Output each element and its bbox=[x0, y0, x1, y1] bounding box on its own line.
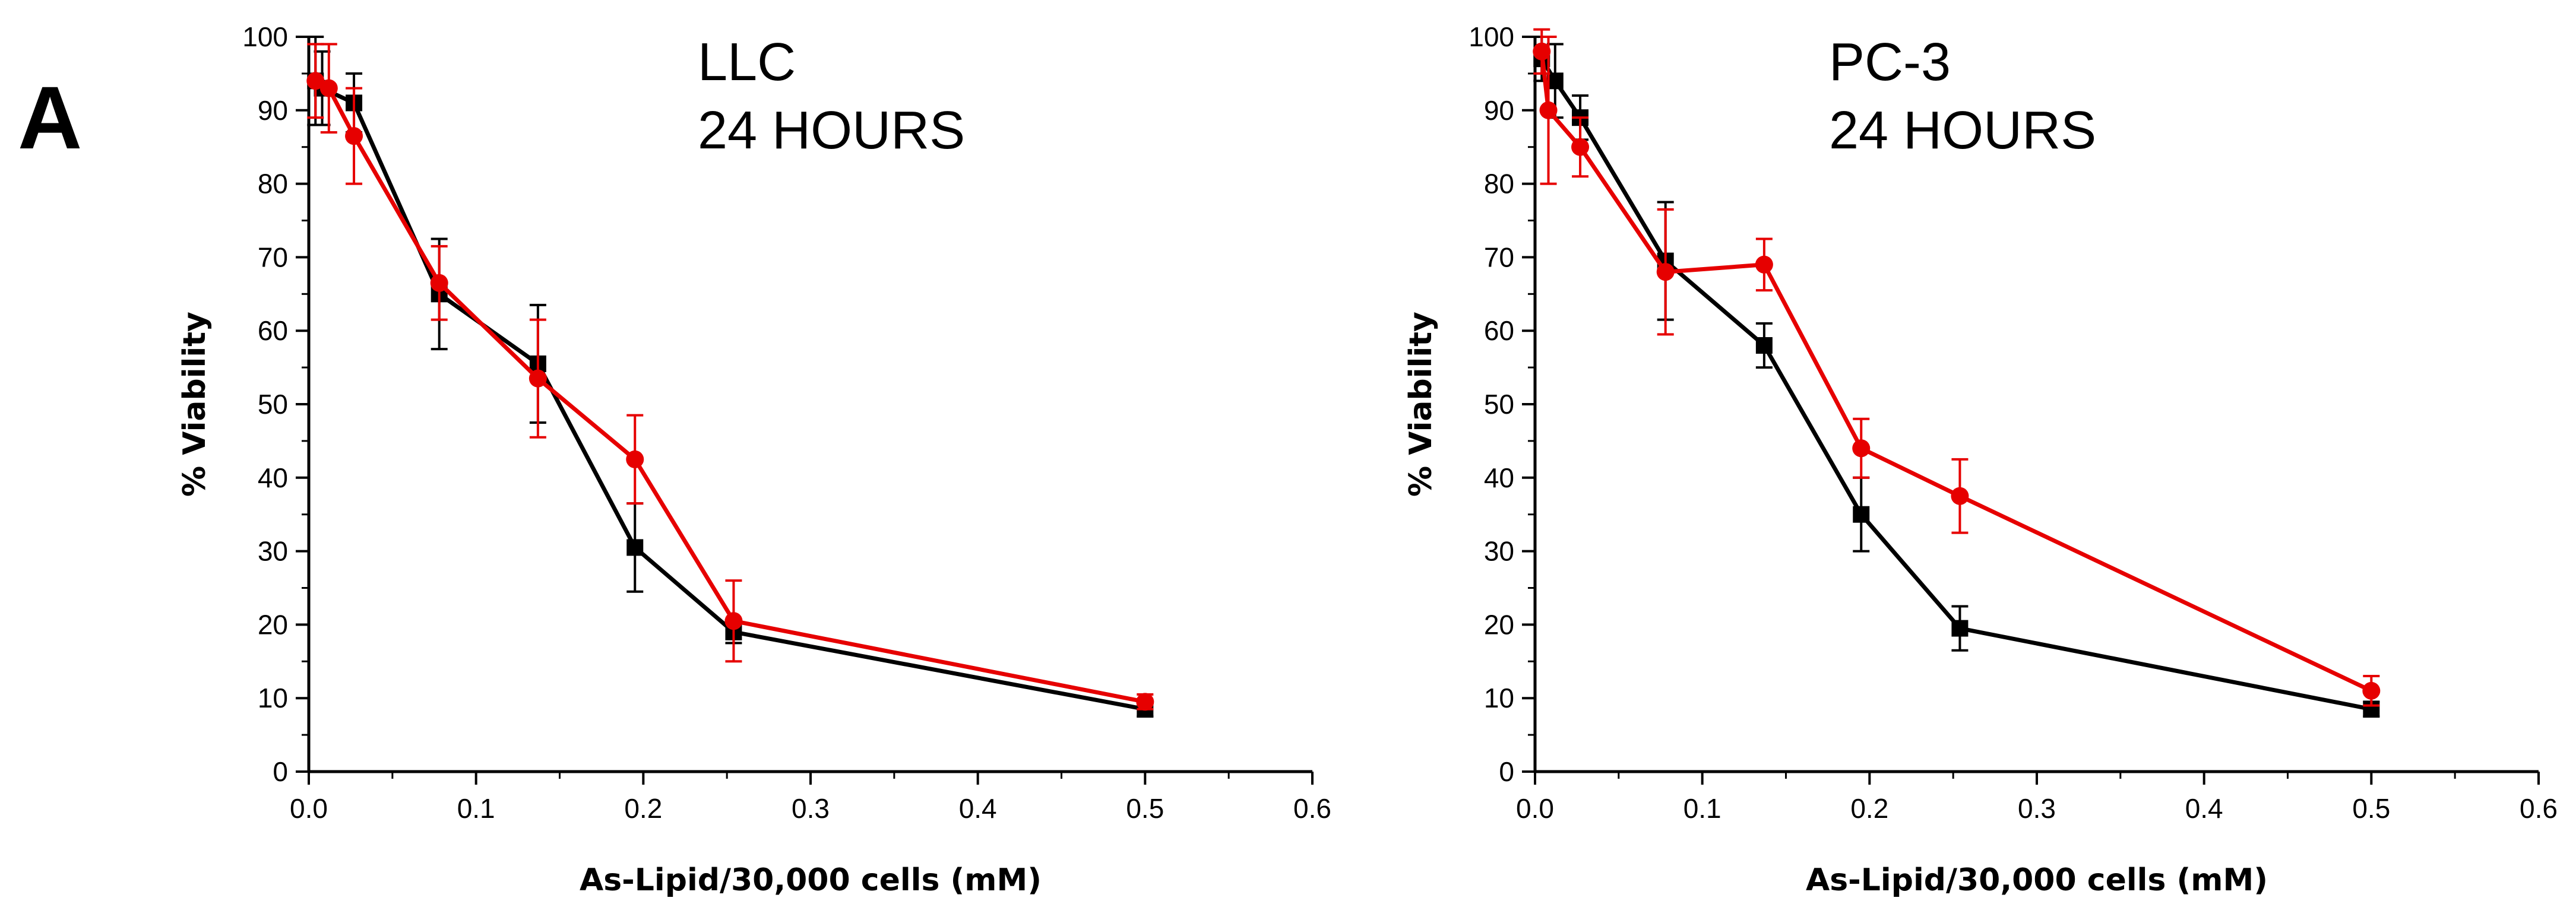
chart-llc: 0 10 20 30 40 50 60 70 80 90 100 0.0 0.1 0.2 0.3 0.4 0.5… bbox=[177, 21, 1331, 898]
x-tick-label: 0.2 bbox=[1850, 793, 1888, 824]
data-point-square bbox=[626, 539, 644, 556]
x-tick-label: 0.5 bbox=[1126, 793, 1164, 824]
data-point-circle bbox=[319, 79, 338, 97]
annotation-line-1: PC-3 bbox=[1829, 33, 1951, 92]
x-tick-label: 0.4 bbox=[2185, 793, 2223, 824]
x-tick-label: 0.6 bbox=[1293, 793, 1331, 824]
series-red bbox=[1533, 28, 2381, 707]
data-point-square bbox=[1853, 506, 1870, 523]
x-tick-label: 0.4 bbox=[959, 793, 997, 824]
x-tick-label: 0.0 bbox=[1516, 793, 1554, 824]
series-line-red bbox=[314, 79, 1145, 704]
data-point-circle bbox=[2362, 681, 2381, 700]
y-tick-label: 30 bbox=[1484, 536, 1514, 567]
y-tick-label: 70 bbox=[258, 242, 288, 272]
y-tick-label: 60 bbox=[1484, 315, 1514, 346]
y-axis-title: % Viability bbox=[177, 312, 213, 497]
y-tick-label: 100 bbox=[242, 21, 288, 52]
y-tick-label: 60 bbox=[258, 315, 288, 346]
data-point-circle bbox=[1533, 42, 1551, 61]
data-point-square bbox=[1951, 620, 1969, 637]
y-tick-label: 0 bbox=[273, 756, 288, 787]
series-red bbox=[306, 43, 1154, 711]
y-tick-label: 100 bbox=[1469, 21, 1514, 52]
x-tick-label: 0.6 bbox=[2520, 793, 2558, 824]
x-tick-label: 0.3 bbox=[792, 793, 830, 824]
y-tick-label: 10 bbox=[1484, 683, 1514, 713]
y-tick-label: 50 bbox=[258, 389, 288, 420]
data-point-circle bbox=[1539, 101, 1558, 119]
y-tick-label: 40 bbox=[1484, 462, 1514, 493]
data-point-circle bbox=[306, 72, 325, 90]
x-tick-label: 0.1 bbox=[1683, 793, 1721, 824]
x-axis-title: As-Lipid/30,000 cells (mM) bbox=[580, 862, 1042, 898]
data-point-circle bbox=[1755, 255, 1773, 274]
x-tick-label: 0.5 bbox=[2352, 793, 2390, 824]
y-tick-label: 80 bbox=[1484, 169, 1514, 199]
y-tick-label: 70 bbox=[1484, 242, 1514, 272]
annotation-line-2: 24 HOURS bbox=[1829, 101, 2096, 160]
y-tick-label: 90 bbox=[258, 95, 288, 126]
data-point-circle bbox=[430, 274, 448, 292]
annotation-line-2: 24 HOURS bbox=[698, 101, 965, 160]
chart-pc3: 0 10 20 30 40 50 60 70 80 90 100 0.0 0.1 0.2 0.3 0.4 0.5… bbox=[1403, 21, 2558, 898]
y-tick-label: 40 bbox=[258, 462, 288, 493]
data-point-circle bbox=[1571, 138, 1590, 156]
panel-label: A bbox=[18, 68, 82, 167]
x-axis-title: As-Lipid/30,000 cells (mM) bbox=[1806, 862, 2268, 898]
y-tick-label: 50 bbox=[1484, 389, 1514, 420]
x-tick-label: 0.2 bbox=[624, 793, 662, 824]
x-tick-label: 0.3 bbox=[2018, 793, 2056, 824]
y-tick-label: 10 bbox=[258, 683, 288, 713]
y-tick-label: 90 bbox=[1484, 95, 1514, 126]
data-point-circle bbox=[1852, 439, 1871, 458]
x-tick-label: 0.1 bbox=[457, 793, 495, 824]
annotation-line-1: LLC bbox=[698, 33, 796, 92]
data-point-circle bbox=[1951, 487, 1969, 505]
y-tick-label: 0 bbox=[1499, 756, 1514, 787]
data-point-circle bbox=[529, 369, 547, 388]
data-point-circle bbox=[724, 612, 743, 630]
y-tick-label: 30 bbox=[258, 536, 288, 567]
y-tick-label: 20 bbox=[258, 609, 288, 640]
y-tick-label: 20 bbox=[1484, 609, 1514, 640]
data-point-circle bbox=[626, 450, 644, 468]
y-tick-label: 80 bbox=[258, 169, 288, 199]
data-point-square bbox=[1755, 337, 1773, 354]
data-point-circle bbox=[1656, 263, 1675, 281]
x-tick-label: 0.0 bbox=[290, 793, 328, 824]
y-axis-title: % Viability bbox=[1403, 312, 1439, 497]
data-point-circle bbox=[1136, 693, 1154, 711]
data-point-circle bbox=[345, 127, 363, 145]
